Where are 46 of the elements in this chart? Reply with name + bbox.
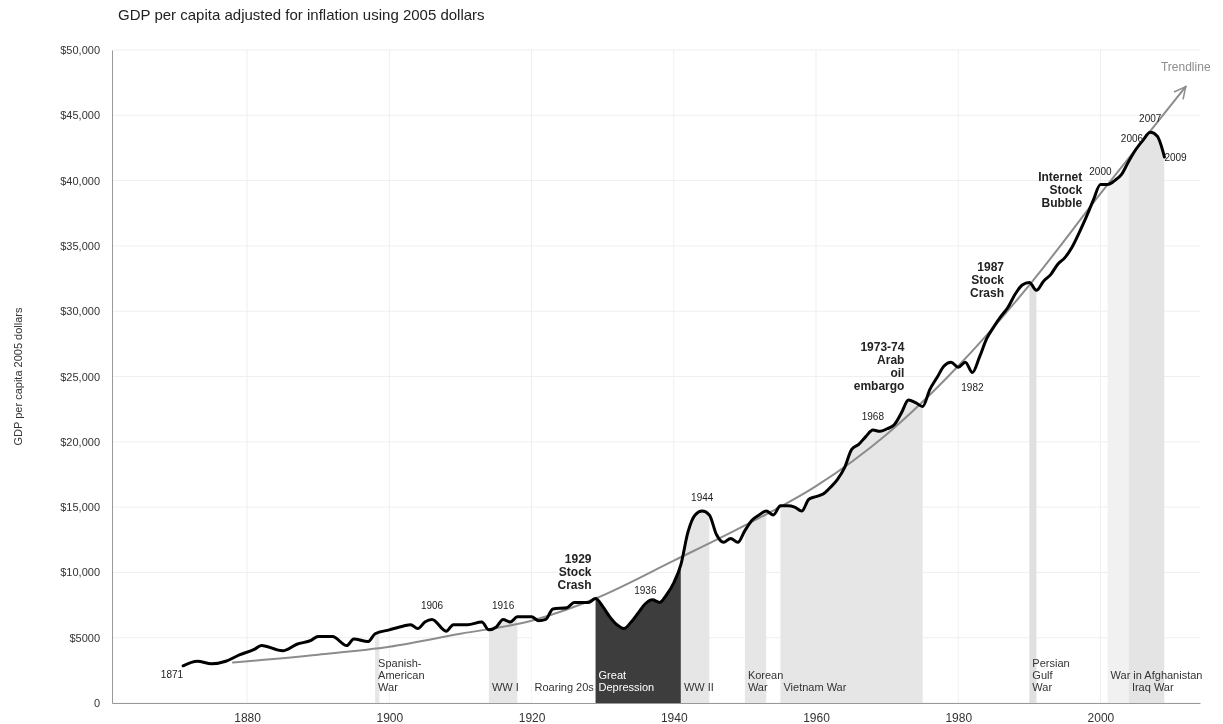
x-tick-label: 1880 [234, 710, 262, 724]
chart-title: GDP per capita adjusted for inflation using 2005 dollars [118, 6, 485, 23]
band-label: War in Afghanistan [1110, 669, 1203, 681]
y-tick-label: $30,000 [60, 305, 100, 318]
annotation: 1968 [861, 411, 885, 423]
series-label: Trendline [1160, 59, 1211, 74]
x-tick-label: 2000 [1087, 710, 1115, 724]
band-label: Great Depression [598, 669, 655, 693]
annotation: 1906 [420, 600, 444, 612]
y-tick-label: $15,000 [60, 501, 100, 514]
annotation: 1973-74 Arab oil embargo [853, 340, 905, 394]
y-tick-label: $50,000 [60, 44, 100, 57]
band-label: Vietnam War [783, 681, 847, 693]
annotation: Internet Stock Bubble [1038, 170, 1083, 211]
y-tick-label: $25,000 [60, 370, 100, 383]
annotation: 1987 Stock Crash [969, 260, 1005, 301]
annotation: 2000 [1089, 165, 1112, 177]
band-label: Spanish- American War [378, 657, 425, 693]
band-label: Roaring 20s [534, 681, 595, 693]
annotation: 2009 [1164, 152, 1188, 164]
annotation: 2006 [1120, 133, 1144, 145]
y-tick-label: $40,000 [60, 174, 100, 187]
annotation: 1871 [160, 668, 184, 680]
x-tick-label: 1980 [945, 710, 973, 724]
annotation: 1936 [634, 584, 657, 596]
y-tick-label: $20,000 [60, 435, 100, 448]
y-tick-label: $5000 [69, 631, 100, 644]
band-label: Iraq War [1131, 681, 1174, 693]
band-label: WW I [491, 681, 519, 693]
y-tick-label: $45,000 [60, 109, 100, 122]
annotation: 1982 [961, 381, 984, 393]
x-tick-label: 1920 [518, 710, 546, 724]
y-tick-label: $35,000 [60, 239, 100, 252]
annotation: 1944 [691, 492, 714, 504]
x-tick-label: 1960 [803, 710, 831, 724]
annotation: 2007 [1139, 113, 1162, 125]
annotation: 1916 [491, 600, 515, 612]
band-label: Korean War [747, 669, 784, 693]
y-axis-title: GDP per capita 2005 dollars [12, 307, 24, 446]
annotation: 1929 Stock Crash [557, 551, 592, 592]
band-label: WW II [683, 681, 714, 693]
y-tick-label: 0 [93, 697, 100, 710]
x-tick-label: 1940 [660, 710, 688, 724]
x-tick-label: 1900 [376, 710, 404, 724]
y-tick-label: $10,000 [60, 566, 100, 579]
band-label: Persian Gulf War [1032, 657, 1070, 693]
